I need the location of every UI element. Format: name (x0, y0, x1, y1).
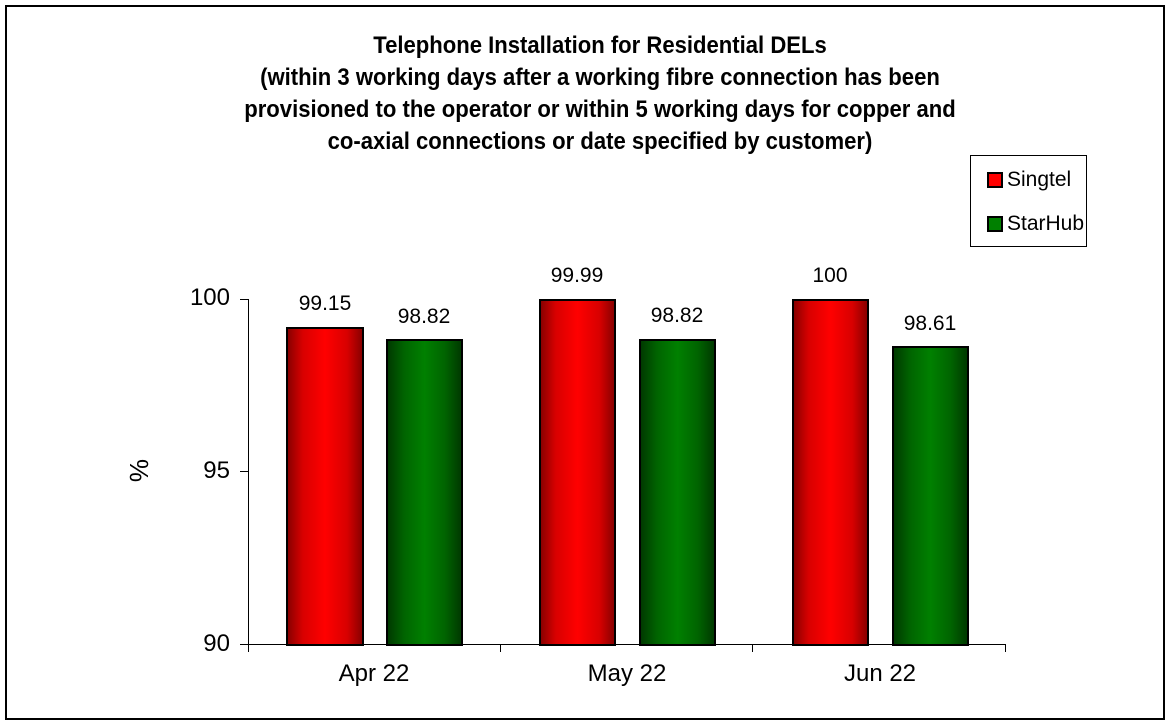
y-tick-95: 95 (203, 457, 230, 484)
starhub-swatch-icon (987, 216, 1003, 232)
x-tick-mark-2 (752, 644, 753, 652)
y-axis-line (248, 299, 249, 645)
singtel-swatch-icon (987, 172, 1003, 188)
legend-label-singtel: Singtel (1007, 168, 1072, 191)
bar-singtel-jun22 (792, 299, 869, 646)
x-tick-mark-0 (248, 644, 249, 652)
x-tick-mark-3 (1005, 644, 1006, 652)
y-tick-90: 90 (203, 630, 230, 657)
bar-singtel-apr22 (286, 327, 364, 646)
bar-starhub-may22 (639, 339, 716, 646)
bar-starhub-jun22 (892, 346, 969, 646)
bar-starhub-apr22 (386, 339, 463, 646)
value-label-singtel-apr22: 99.15 (298, 292, 352, 315)
legend: Singtel StarHub (970, 155, 1087, 247)
chart-title: Telephone Installation for Residential D… (158, 30, 1041, 158)
x-label-jun22: Jun 22 (843, 660, 917, 687)
title-line-4: co-axial connections or date specified b… (327, 128, 873, 155)
title-line-3: provisioned to the operator or within 5 … (244, 96, 956, 123)
x-axis-line (240, 644, 1006, 645)
value-label-singtel-may22: 99.99 (550, 264, 604, 287)
y-tick-mark-100 (240, 299, 248, 300)
title-line-2: (within 3 working days after a working f… (260, 64, 940, 91)
x-label-apr22: Apr 22 (338, 660, 410, 687)
title-line-1: Telephone Installation for Residential D… (373, 32, 827, 59)
legend-item-singtel: Singtel (987, 168, 1071, 192)
bar-singtel-may22 (539, 299, 616, 646)
chart-frame (5, 5, 1165, 720)
x-tick-mark-1 (500, 644, 501, 652)
legend-item-starhub: StarHub (987, 212, 1084, 236)
y-tick-100: 100 (189, 284, 230, 311)
value-label-starhub-may22: 98.82 (650, 304, 704, 327)
x-label-may22: May 22 (587, 660, 667, 687)
value-label-singtel-jun22: 100 (812, 264, 848, 287)
value-label-starhub-jun22: 98.61 (903, 312, 957, 335)
value-label-starhub-apr22: 98.82 (397, 305, 451, 328)
legend-label-starhub: StarHub (1007, 212, 1085, 235)
y-tick-mark-95 (240, 471, 248, 472)
